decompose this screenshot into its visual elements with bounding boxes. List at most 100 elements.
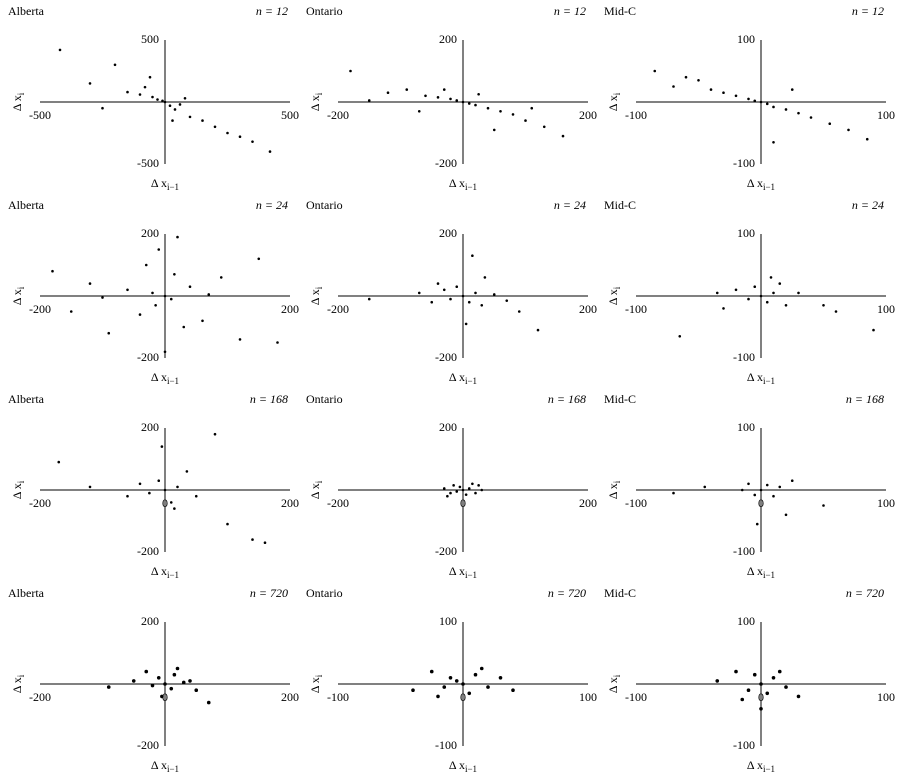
point [367, 297, 371, 301]
point [477, 92, 480, 96]
point [499, 110, 502, 113]
point [151, 95, 154, 99]
point [126, 288, 129, 292]
y-tick-label: 200 [141, 420, 159, 434]
annotation: n = 24 [554, 198, 586, 212]
point [747, 97, 750, 101]
point [194, 494, 198, 498]
point [759, 100, 763, 104]
point [178, 103, 182, 106]
y-axis-label: Δ xi [606, 674, 622, 693]
point [461, 294, 465, 298]
point [449, 491, 452, 495]
point [268, 150, 272, 153]
point [778, 485, 782, 489]
y-axis-label-sub: i [314, 480, 324, 483]
x-tick-label: -500 [29, 108, 51, 122]
point [796, 694, 801, 699]
y-axis-label: Δ xi [10, 480, 26, 499]
point [492, 128, 496, 132]
point [722, 91, 725, 94]
point [58, 48, 62, 52]
point [144, 263, 148, 267]
point [160, 445, 164, 448]
y-axis-label-main: Δ x [10, 677, 24, 693]
point [185, 470, 189, 473]
point [405, 88, 409, 91]
point [778, 282, 782, 285]
point [144, 669, 149, 674]
point [171, 119, 174, 122]
point [734, 669, 738, 674]
x-axis-label: Δ xi−1 [747, 176, 775, 192]
y-axis-label-main: Δ x [308, 95, 322, 111]
point [765, 483, 769, 487]
y-tick-label: 100 [737, 226, 755, 240]
x-axis-label-main: Δ x [449, 176, 465, 190]
y-axis-label-sub: i [16, 92, 26, 95]
x-axis-label: Δ xi−1 [747, 758, 775, 774]
point [226, 522, 229, 526]
point [511, 113, 515, 116]
point [747, 482, 750, 486]
point [169, 501, 173, 504]
y-axis-label-main: Δ x [606, 483, 620, 499]
point [480, 304, 484, 307]
point [458, 485, 462, 489]
point [213, 432, 217, 436]
y-tick-label: -200 [137, 350, 159, 364]
point [173, 507, 176, 510]
point [734, 94, 738, 98]
point [207, 293, 211, 296]
point [536, 328, 540, 332]
point [772, 105, 775, 109]
x-tick-label: -100 [625, 108, 647, 122]
point [865, 137, 869, 141]
point [790, 88, 794, 91]
point [455, 490, 459, 493]
x-axis-label-main: Δ x [747, 758, 763, 772]
point [219, 276, 223, 279]
point [148, 491, 151, 495]
point [442, 88, 446, 91]
point [69, 310, 73, 313]
point [126, 494, 129, 498]
y-axis-label-sub: i [612, 674, 622, 677]
point [486, 685, 490, 689]
y-axis-label-main: Δ x [606, 677, 620, 693]
point [452, 484, 455, 487]
point [467, 300, 471, 304]
x-axis-label: Δ xi−1 [449, 758, 477, 774]
y-axis-label-sub: i [612, 92, 622, 95]
x-axis-label-sub: i−1 [763, 376, 775, 386]
x-axis-label: Δ xi−1 [747, 564, 775, 580]
point [442, 685, 447, 689]
y-axis-label: Δ xi [308, 480, 324, 499]
x-tick-label: -200 [327, 496, 349, 510]
x-tick-label: 100 [877, 690, 895, 704]
point [467, 102, 471, 105]
x-axis-label-sub: i−1 [465, 182, 477, 192]
point [740, 488, 744, 492]
y-tick-label: -100 [435, 738, 457, 752]
point [143, 85, 147, 89]
point [417, 110, 421, 113]
point [163, 294, 167, 298]
x-tick-label: 500 [281, 108, 299, 122]
annotation: n = 720 [548, 586, 586, 600]
x-tick-label: 0 [460, 496, 466, 510]
y-axis-label-main: Δ x [308, 483, 322, 499]
annotation: n = 720 [250, 586, 288, 600]
point [822, 304, 825, 307]
point [847, 128, 850, 132]
y-tick-label: 100 [737, 32, 755, 46]
point [480, 488, 484, 492]
x-axis-label: Δ xi−1 [449, 564, 477, 580]
y-tick-label: -500 [137, 156, 159, 170]
y-axis-label-sub: i [16, 480, 26, 483]
point [772, 141, 775, 144]
point [448, 676, 453, 680]
point [442, 487, 446, 490]
